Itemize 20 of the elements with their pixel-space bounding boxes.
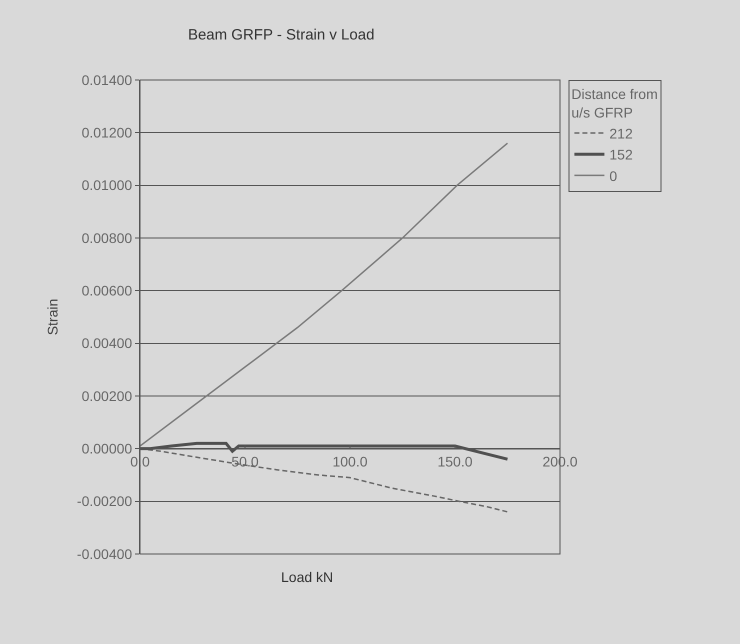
y-tick-label: 0.00200 (82, 388, 132, 404)
y-tick-label: -0.00200 (76, 493, 132, 510)
legend-title: Distance from u/s GFRP (571, 86, 658, 120)
legend-label: 212 (609, 125, 633, 142)
y-tick-label: 0.01200 (82, 124, 132, 141)
line-series (140, 142, 508, 447)
y-tick-label: 0.01000 (82, 177, 132, 194)
y-tick-label: 0.00600 (82, 282, 132, 299)
legend-label: 0 (609, 168, 618, 184)
y-tick-label: -0.00400 (76, 546, 132, 562)
y-axis-title: Strain (44, 298, 61, 336)
y-tick-label: 0.01400 (82, 72, 132, 88)
y-tick-label: 0.00400 (82, 335, 132, 352)
x-tick-label: 150.0 (437, 453, 473, 470)
x-axis-title: Load kN (281, 569, 334, 585)
y-tick-label: 0.00800 (82, 230, 132, 246)
y-tick-label: 0.00000 (82, 440, 132, 457)
x-tick-label: 100.0 (332, 453, 368, 470)
legend-label: 152 (609, 146, 633, 163)
chart-title: Beam GRFP - Strain v Load (188, 26, 374, 44)
